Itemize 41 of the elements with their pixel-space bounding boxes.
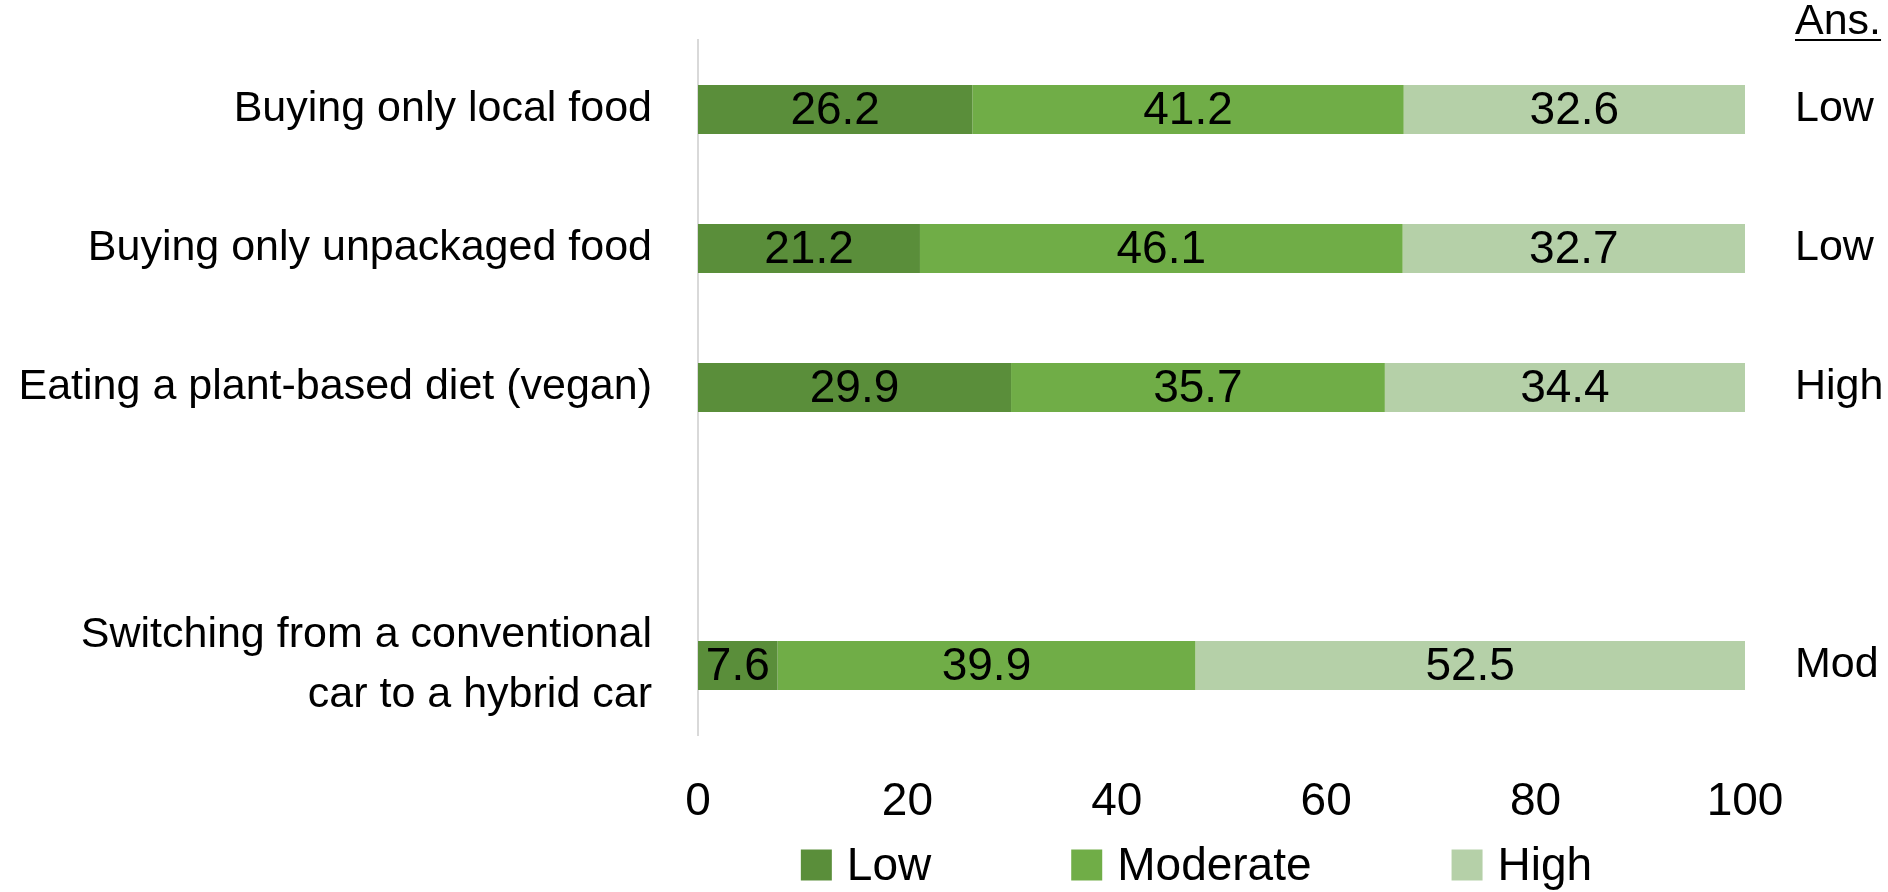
x-tick-label: 100	[1706, 773, 1784, 826]
bar	[698, 363, 1012, 412]
x-tick-label: 80	[1510, 773, 1562, 826]
data-label: 41.2	[1143, 82, 1233, 135]
text: Ans.	[1795, 0, 1882, 43]
bar	[698, 85, 973, 134]
data-label: 7.6	[705, 638, 770, 691]
bar	[1403, 85, 1745, 134]
data-label: 32.7	[1529, 221, 1619, 274]
bar	[1195, 641, 1745, 690]
x-tick-label: 20	[881, 773, 933, 826]
y-tick-label: Eating a plant-based diet (vegan)	[18, 360, 652, 409]
x-tick-label: 0	[685, 773, 711, 826]
data-label: 46.1	[1116, 221, 1207, 274]
data-label: 39.9	[941, 638, 1032, 691]
data-label: 26.2	[790, 82, 880, 135]
legend-label: Low	[846, 837, 932, 890]
text: Low	[1795, 82, 1875, 131]
bar	[698, 224, 920, 273]
data-label: 52.5	[1425, 638, 1515, 691]
data-label: 32.6	[1529, 82, 1620, 135]
bar	[1011, 363, 1385, 412]
data-label: 34.4	[1520, 360, 1610, 413]
bar	[972, 85, 1404, 134]
text: High	[1795, 360, 1884, 409]
x-tick-label: 40	[1091, 773, 1143, 826]
legend-label: High	[1497, 837, 1593, 890]
text: Low	[1795, 221, 1875, 270]
text: Mod	[1795, 638, 1879, 687]
y-tick-label: Buying only unpackaged food	[87, 221, 652, 270]
bar	[919, 224, 1403, 273]
x-tick-label: 60	[1300, 773, 1352, 826]
bar	[1384, 363, 1745, 412]
y-tick-label: Buying only local food	[233, 82, 652, 131]
data-label: 35.7	[1153, 360, 1243, 413]
bar	[777, 641, 1196, 690]
data-label: 29.9	[809, 360, 900, 413]
legend-label: Moderate	[1117, 837, 1312, 890]
data-label: 21.2	[764, 221, 854, 274]
bar	[1402, 224, 1745, 273]
y-tick-label: Switching from a conventional car to a hybrid car	[80, 608, 652, 717]
